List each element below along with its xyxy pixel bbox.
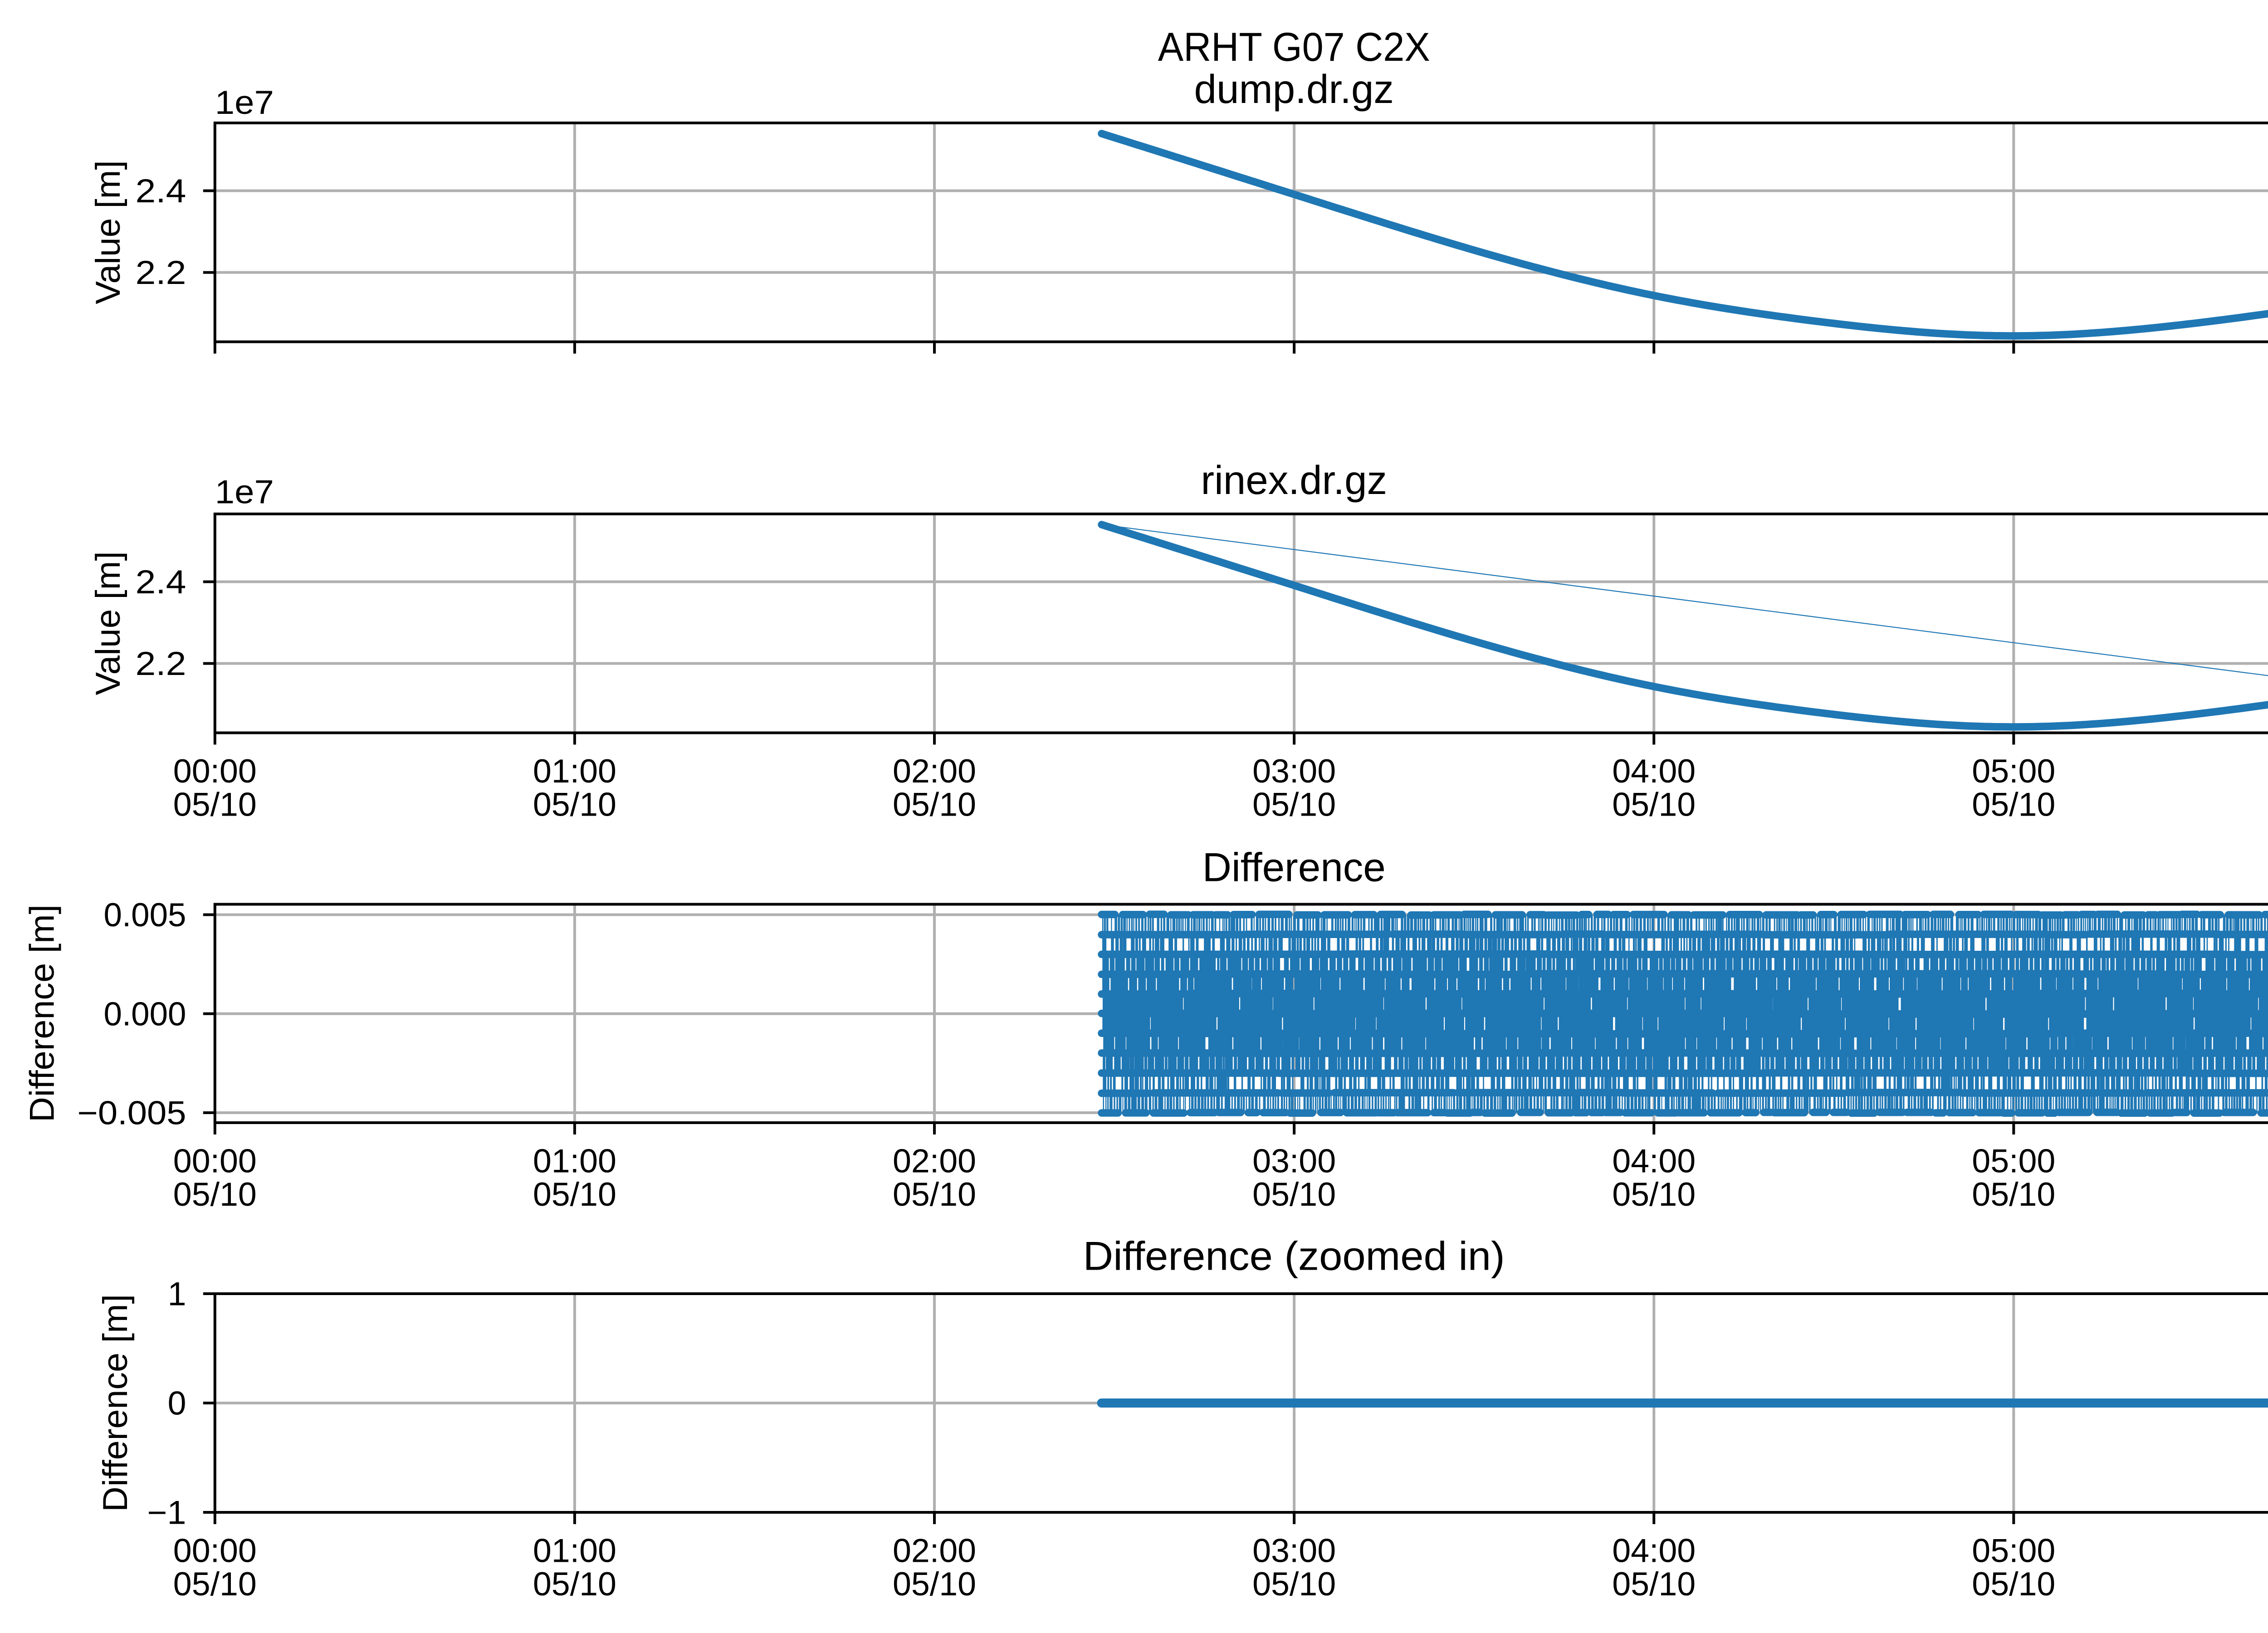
svg-text:05:00: 05:00 bbox=[1972, 1532, 2055, 1569]
svg-text:0: 0 bbox=[168, 1384, 186, 1422]
svg-text:−1: −1 bbox=[147, 1494, 186, 1531]
svg-text:05/10: 05/10 bbox=[1972, 786, 2055, 823]
svg-text:03:00: 03:00 bbox=[1252, 1142, 1336, 1180]
svg-text:00:00: 00:00 bbox=[173, 752, 257, 790]
svg-text:05/10: 05/10 bbox=[1252, 786, 1336, 823]
svg-text:05/10: 05/10 bbox=[533, 1175, 616, 1213]
svg-text:05/10: 05/10 bbox=[1972, 1175, 2055, 1213]
svg-text:05/10: 05/10 bbox=[893, 786, 976, 823]
svg-text:Difference (zoomed in): Difference (zoomed in) bbox=[1083, 1233, 1505, 1279]
svg-text:ARHT G07 C2X: ARHT G07 C2X bbox=[1158, 24, 1430, 69]
svg-text:05/10: 05/10 bbox=[173, 1175, 257, 1213]
svg-text:05:00: 05:00 bbox=[1972, 752, 2055, 790]
svg-text:05/10: 05/10 bbox=[893, 1175, 976, 1213]
svg-text:05/10: 05/10 bbox=[1252, 1565, 1336, 1603]
svg-text:02:00: 02:00 bbox=[893, 752, 976, 790]
svg-text:Difference [m]: Difference [m] bbox=[23, 905, 62, 1122]
svg-text:04:00: 04:00 bbox=[1612, 1142, 1696, 1180]
svg-text:05/10: 05/10 bbox=[173, 786, 257, 823]
svg-text:00:00: 00:00 bbox=[173, 1532, 257, 1569]
svg-text:04:00: 04:00 bbox=[1612, 1532, 1696, 1569]
svg-text:2.4: 2.4 bbox=[136, 172, 186, 210]
svg-text:1e7: 1e7 bbox=[215, 473, 274, 511]
svg-text:rinex.dr.gz: rinex.dr.gz bbox=[1201, 457, 1387, 503]
svg-text:05:00: 05:00 bbox=[1972, 1142, 2055, 1180]
svg-text:05/10: 05/10 bbox=[173, 1565, 257, 1603]
svg-text:01:00: 01:00 bbox=[533, 1142, 616, 1180]
svg-text:04:00: 04:00 bbox=[1612, 752, 1696, 790]
svg-text:05/10: 05/10 bbox=[893, 1565, 976, 1603]
svg-text:05/10: 05/10 bbox=[533, 1565, 616, 1603]
svg-text:2.4: 2.4 bbox=[136, 563, 186, 601]
svg-text:Value [m]: Value [m] bbox=[89, 160, 127, 304]
svg-text:05/10: 05/10 bbox=[1612, 786, 1696, 823]
svg-text:01:00: 01:00 bbox=[533, 752, 616, 790]
svg-text:01:00: 01:00 bbox=[533, 1532, 616, 1569]
svg-text:2.2: 2.2 bbox=[136, 254, 186, 291]
svg-text:0.000: 0.000 bbox=[104, 995, 186, 1032]
svg-text:Difference [m]: Difference [m] bbox=[96, 1294, 135, 1512]
svg-text:05/10: 05/10 bbox=[533, 786, 616, 823]
svg-text:05/10: 05/10 bbox=[1612, 1175, 1696, 1213]
svg-text:1: 1 bbox=[168, 1275, 186, 1313]
svg-text:03:00: 03:00 bbox=[1252, 752, 1336, 790]
svg-text:00:00: 00:00 bbox=[173, 1142, 257, 1180]
svg-text:1e7: 1e7 bbox=[215, 83, 274, 121]
svg-text:Difference: Difference bbox=[1202, 845, 1386, 890]
svg-text:−0.005: −0.005 bbox=[78, 1094, 186, 1132]
svg-text:05/10: 05/10 bbox=[1972, 1565, 2055, 1603]
svg-text:02:00: 02:00 bbox=[893, 1142, 976, 1180]
svg-text:05/10: 05/10 bbox=[1252, 1175, 1336, 1213]
svg-text:2.2: 2.2 bbox=[136, 645, 186, 682]
svg-text:0.005: 0.005 bbox=[104, 896, 186, 934]
svg-text:dump.dr.gz: dump.dr.gz bbox=[1194, 66, 1394, 112]
svg-text:05/10: 05/10 bbox=[1612, 1565, 1696, 1603]
svg-text:02:00: 02:00 bbox=[893, 1532, 976, 1569]
svg-text:Value [m]: Value [m] bbox=[89, 551, 127, 695]
svg-text:03:00: 03:00 bbox=[1252, 1532, 1336, 1569]
